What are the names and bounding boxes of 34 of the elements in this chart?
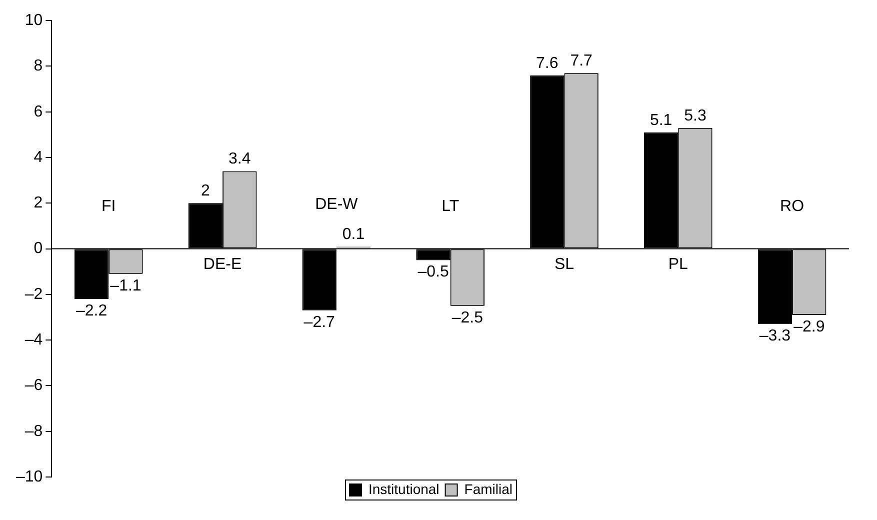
y-tick-label: 0 [34, 240, 43, 258]
x-tick-label: DE-W [315, 196, 359, 213]
data-label: –2.7 [304, 314, 336, 331]
data-label: –0.5 [418, 264, 449, 281]
y-tick-label: –2 [24, 286, 43, 303]
data-label: 5.1 [650, 112, 672, 129]
x-tick-label: PL [668, 256, 688, 274]
y-tick-label: –10 [16, 468, 43, 486]
data-label: 5.3 [684, 107, 706, 124]
data-label: –3.3 [759, 328, 791, 345]
data-label: –2.2 [76, 302, 108, 320]
y-tick-label: –6 [24, 377, 43, 394]
legend-label: Familial [464, 480, 513, 497]
data-label: –1.1 [110, 277, 142, 294]
y-tick-label: 4 [34, 148, 43, 166]
x-tick-label: RO [780, 198, 804, 216]
data-label: 7.6 [536, 54, 558, 72]
data-label: 0.1 [342, 226, 365, 243]
legend-label: Institutional [368, 480, 440, 497]
y-tick-label: 2 [34, 194, 43, 212]
data-label: –2.9 [794, 318, 825, 336]
y-tick-label: –8 [24, 422, 43, 440]
x-tick-label: DE-E [203, 256, 242, 274]
data-label: 2 [201, 182, 210, 200]
y-tick-label: 10 [24, 12, 43, 30]
data-label: 3.4 [228, 150, 251, 168]
y-tick-label: 8 [34, 58, 43, 75]
x-tick-label: SL [554, 256, 574, 274]
y-tick-label: –4 [24, 331, 43, 348]
x-tick-label: LT [442, 198, 460, 216]
y-tick-label: 6 [34, 103, 43, 120]
x-tick-label: FI [102, 198, 116, 216]
data-label: –2.5 [452, 309, 484, 326]
data-label: 7.7 [570, 52, 593, 70]
